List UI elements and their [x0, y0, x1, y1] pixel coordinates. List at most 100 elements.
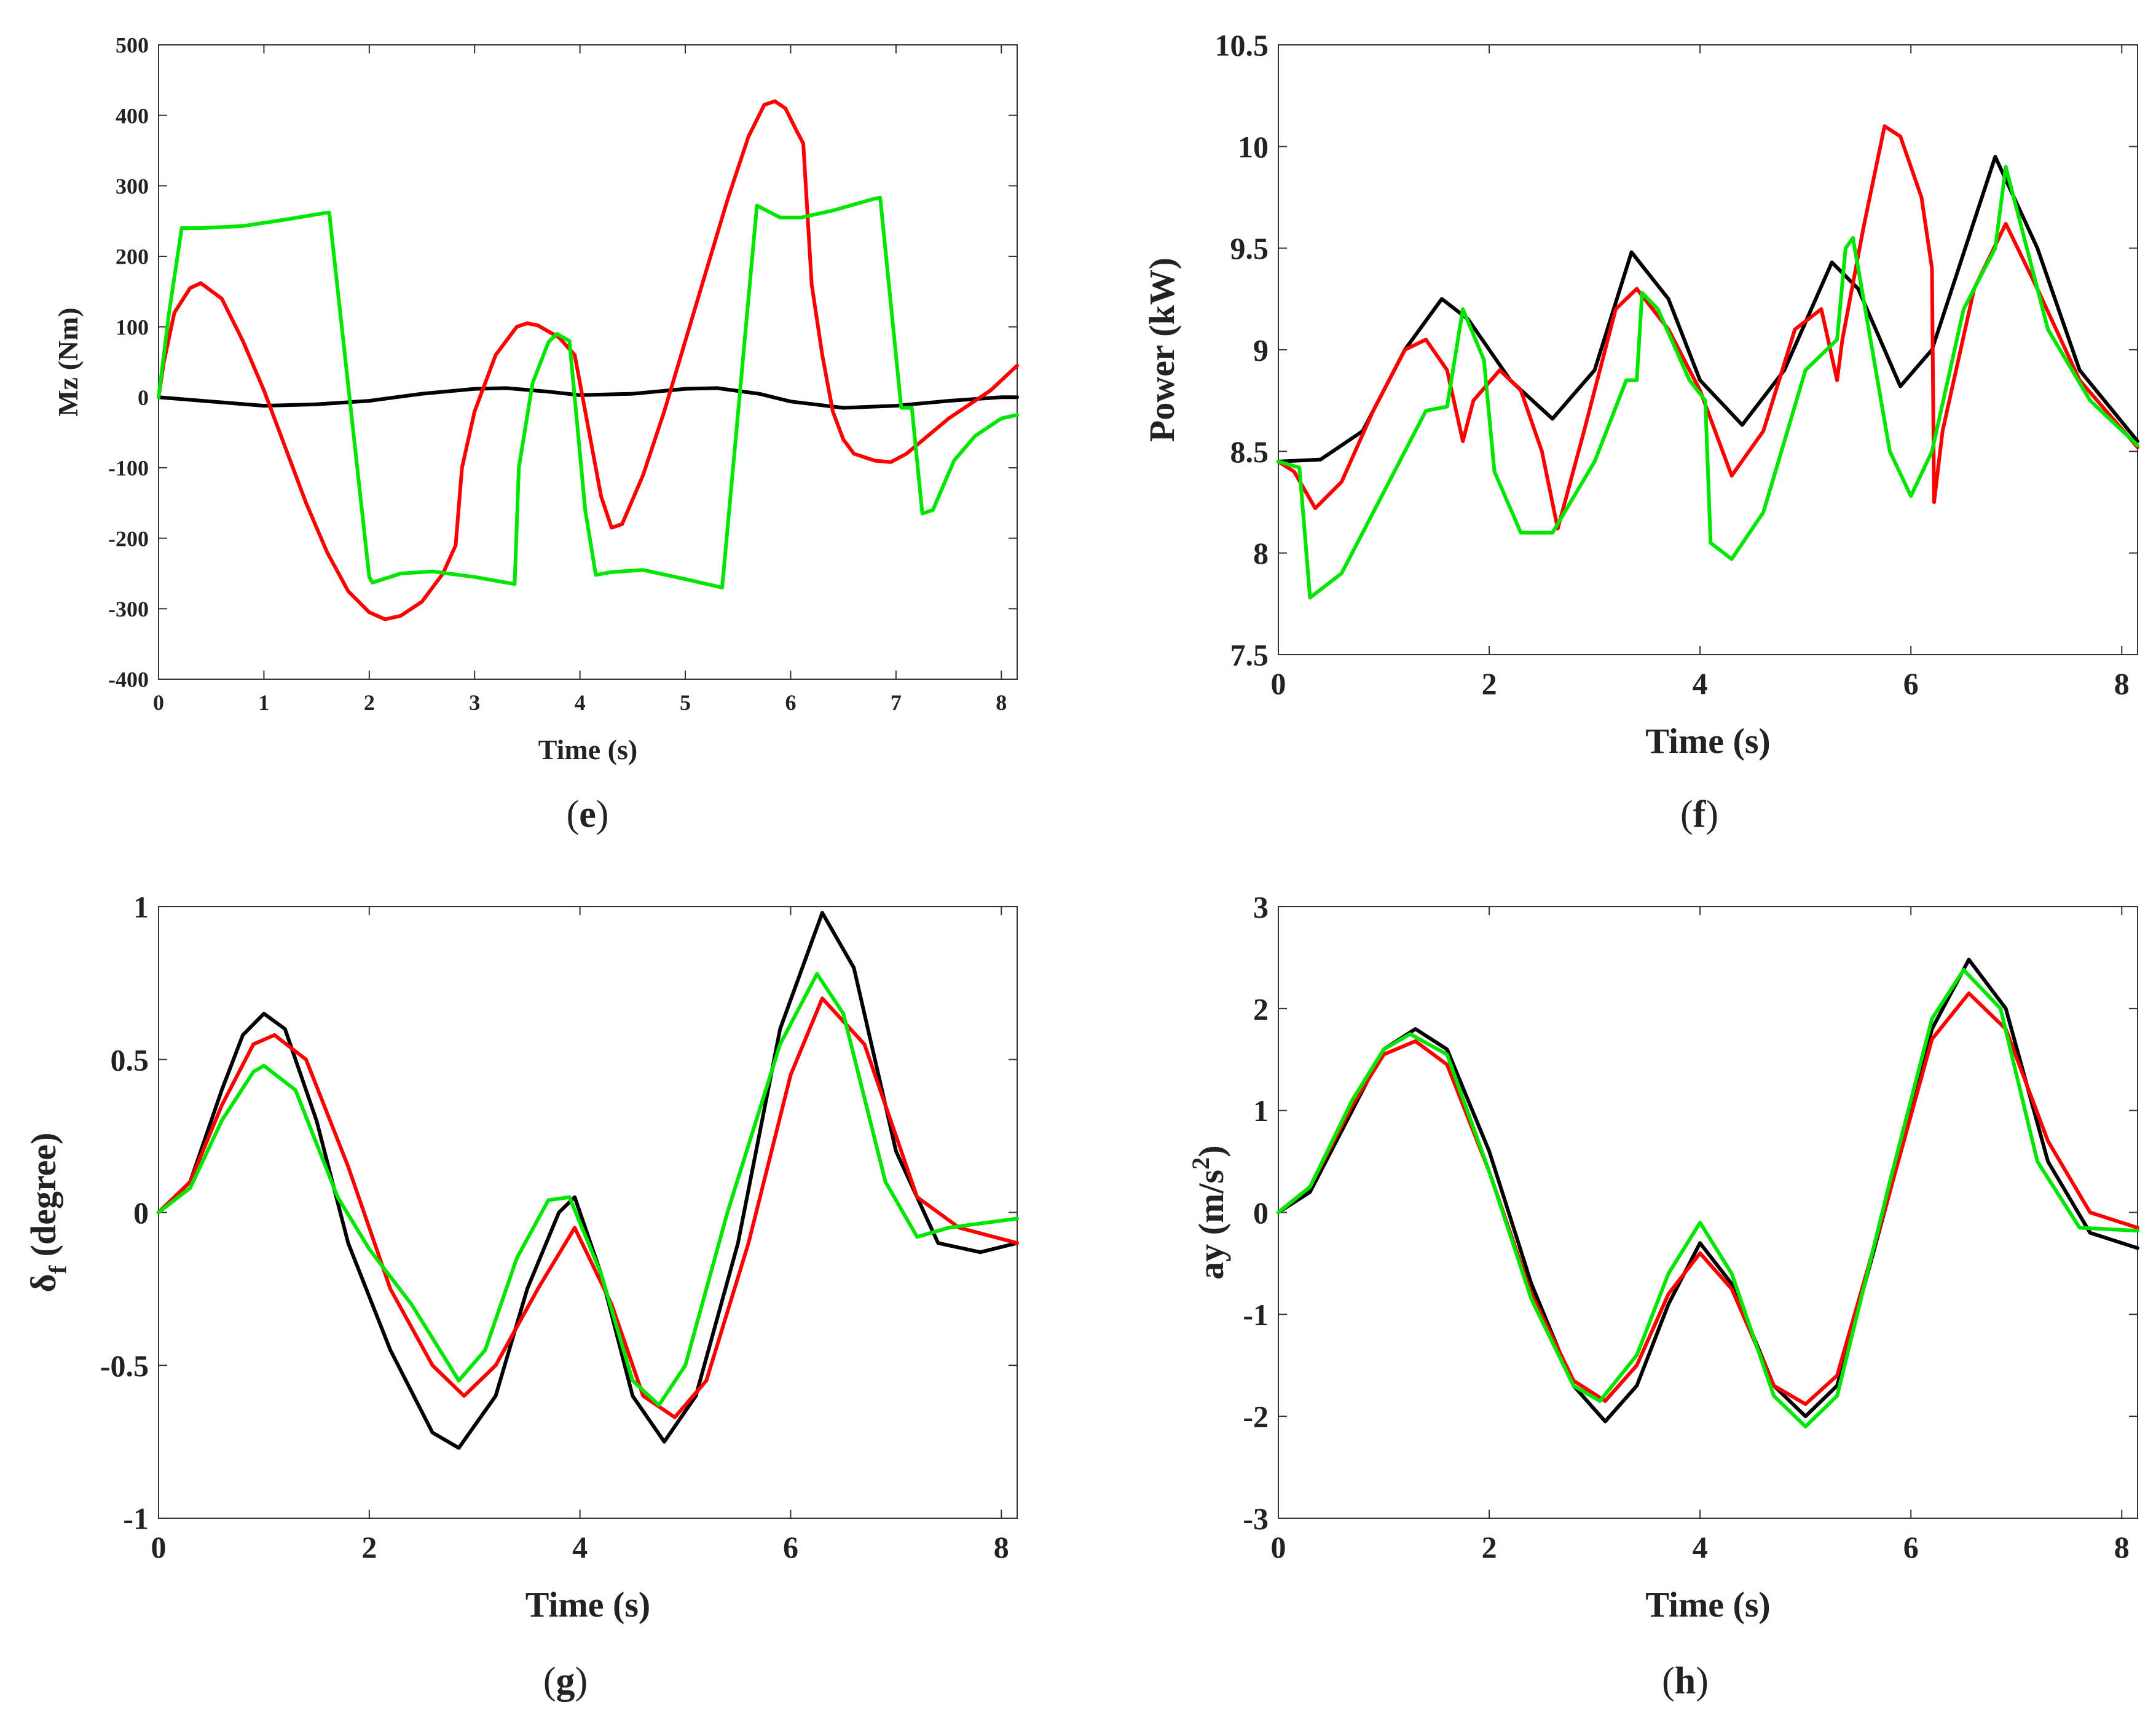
y-tick-label: 0 — [133, 1196, 149, 1230]
x-tick-label: 6 — [1903, 1530, 1919, 1564]
y-axis-label: ay (m/s2) — [1187, 1145, 1231, 1279]
x-axis-label: Time (s) — [538, 734, 637, 765]
x-tick-label: 8 — [2114, 666, 2130, 701]
caption-letter: f — [1693, 794, 1707, 835]
panel-g: 0 2 4 6 8 -1 -0.5 0 0.5 1 Time (s) δf (degree) (g) — [23, 890, 1019, 1702]
series-line-green — [157, 972, 1019, 1407]
panel-e: 0 1 2 3 4 5 6 7 8 -400 -300 -200 -100 0 100 200 300 400 50… — [52, 33, 1019, 835]
y-tick-label: 1 — [1253, 1093, 1269, 1128]
y-axis-label: Power (kW) — [1142, 258, 1182, 442]
caption-close-paren: ) — [1696, 1660, 1709, 1702]
caption-open-paren: ( — [1662, 1660, 1675, 1702]
y-tick-label: 500 — [116, 33, 149, 58]
caption-open-paren: ( — [1680, 794, 1693, 835]
x-tick-label: 6 — [785, 690, 796, 715]
x-tick-label: 8 — [994, 1530, 1009, 1564]
y-tick-label: 9.5 — [1230, 231, 1269, 266]
y-tick-label: 0 — [1253, 1196, 1269, 1230]
series-line-red — [1277, 991, 2139, 1406]
y-axis-label-subscript: f — [44, 1265, 71, 1274]
x-tick-label: 2 — [364, 690, 375, 715]
y-axis-label-superscript: 2 — [1187, 1157, 1214, 1170]
series-line-black — [1277, 154, 2139, 463]
series-line-black — [157, 911, 1019, 1450]
y-tick-label: 3 — [1253, 890, 1269, 924]
x-tick-label: 1 — [258, 690, 269, 715]
x-tick-label: 0 — [153, 690, 164, 715]
caption-close-paren: ) — [1706, 794, 1718, 835]
y-tick-label: 200 — [116, 245, 149, 269]
x-tick-label: 4 — [1693, 666, 1708, 701]
caption-close-paren: ) — [575, 1660, 588, 1702]
y-tick-label: 2 — [1253, 991, 1269, 1026]
panel-f: 0 2 4 6 8 7.5 8 8.5 9 9.5 10 10.5 Time (s) Power (kW)… — [1142, 28, 2139, 835]
x-tick-label: 6 — [1903, 666, 1919, 701]
series-line-green — [1277, 165, 2139, 600]
caption-open-paren: ( — [543, 1660, 556, 1702]
x-tick-label: 3 — [469, 690, 480, 715]
y-tick-label: -1 — [1243, 1298, 1269, 1332]
x-tick-label: 2 — [1482, 666, 1497, 701]
y-tick-label: -3 — [1243, 1502, 1269, 1536]
x-tick-label: 0 — [1271, 666, 1286, 701]
series-line-red — [1277, 124, 2139, 530]
y-tick-label: 400 — [116, 103, 149, 128]
y-axis-label: Mz (Nm) — [52, 307, 84, 417]
plot-frame — [1278, 906, 2138, 1519]
y-axis-label-suffix: (degree) — [23, 1133, 63, 1266]
y-tick-label: 100 — [116, 315, 149, 339]
x-tick-label: 5 — [680, 690, 691, 715]
x-tick-label: 6 — [783, 1530, 798, 1564]
y-tick-label: 8.5 — [1230, 435, 1269, 469]
y-axis-label-main: Mz (Nm) — [52, 307, 84, 417]
panel-caption: (e) — [567, 794, 609, 835]
y-tick-label: 0.5 — [111, 1042, 149, 1077]
y-tick-label: 8 — [1253, 536, 1269, 570]
y-axis-label-main: δ — [23, 1274, 63, 1292]
caption-letter: e — [579, 794, 596, 835]
panel-caption: (h) — [1662, 1660, 1709, 1702]
x-tick-label: 4 — [1693, 1530, 1708, 1564]
panel-caption: (f) — [1680, 794, 1718, 835]
x-axis-label: Time (s) — [525, 1585, 651, 1625]
y-tick-label: 10.5 — [1215, 28, 1269, 63]
plot-frame — [158, 44, 1018, 680]
series-line-green — [1277, 967, 2139, 1428]
x-tick-label: 4 — [575, 690, 586, 715]
x-tick-label: 8 — [2114, 1530, 2130, 1564]
y-tick-label: -0.5 — [100, 1349, 149, 1383]
panel-caption: (g) — [543, 1660, 588, 1702]
y-tick-label: -2 — [1243, 1400, 1269, 1434]
y-tick-label: -300 — [108, 597, 149, 621]
y-tick-label: -1 — [123, 1502, 149, 1536]
x-tick-label: 8 — [996, 690, 1007, 715]
x-tick-label: 2 — [361, 1530, 377, 1564]
y-tick-label: 10 — [1238, 130, 1269, 164]
x-axis-label: Time (s) — [1645, 721, 1771, 761]
x-tick-label: 2 — [1482, 1530, 1497, 1564]
y-tick-label: 9 — [1253, 333, 1269, 368]
y-tick-label: 7.5 — [1230, 638, 1269, 672]
y-axis-label-suffix: ) — [1191, 1145, 1231, 1157]
x-tick-label: 7 — [891, 690, 902, 715]
x-axis-label: Time (s) — [1645, 1585, 1771, 1625]
y-axis-label-main: Power (kW) — [1142, 258, 1182, 442]
x-tick-label: 0 — [1271, 1530, 1286, 1564]
y-axis-label: δf (degree) — [23, 1133, 71, 1293]
y-axis-label-main: ay (m/s — [1191, 1170, 1231, 1280]
y-tick-label: -100 — [108, 456, 149, 481]
plot-frame — [158, 906, 1018, 1519]
series-line-black — [157, 386, 1019, 410]
series-line-black — [1277, 958, 2139, 1424]
series-line-red — [157, 996, 1019, 1419]
y-tick-label: 1 — [133, 890, 149, 924]
x-tick-label: 0 — [151, 1530, 167, 1564]
series-line-green — [157, 195, 1019, 589]
y-tick-label: 0 — [138, 385, 149, 410]
y-tick-label: -400 — [108, 668, 149, 692]
series-line-red — [157, 99, 1019, 621]
caption-letter: h — [1675, 1660, 1696, 1702]
y-tick-label: 300 — [116, 174, 149, 199]
